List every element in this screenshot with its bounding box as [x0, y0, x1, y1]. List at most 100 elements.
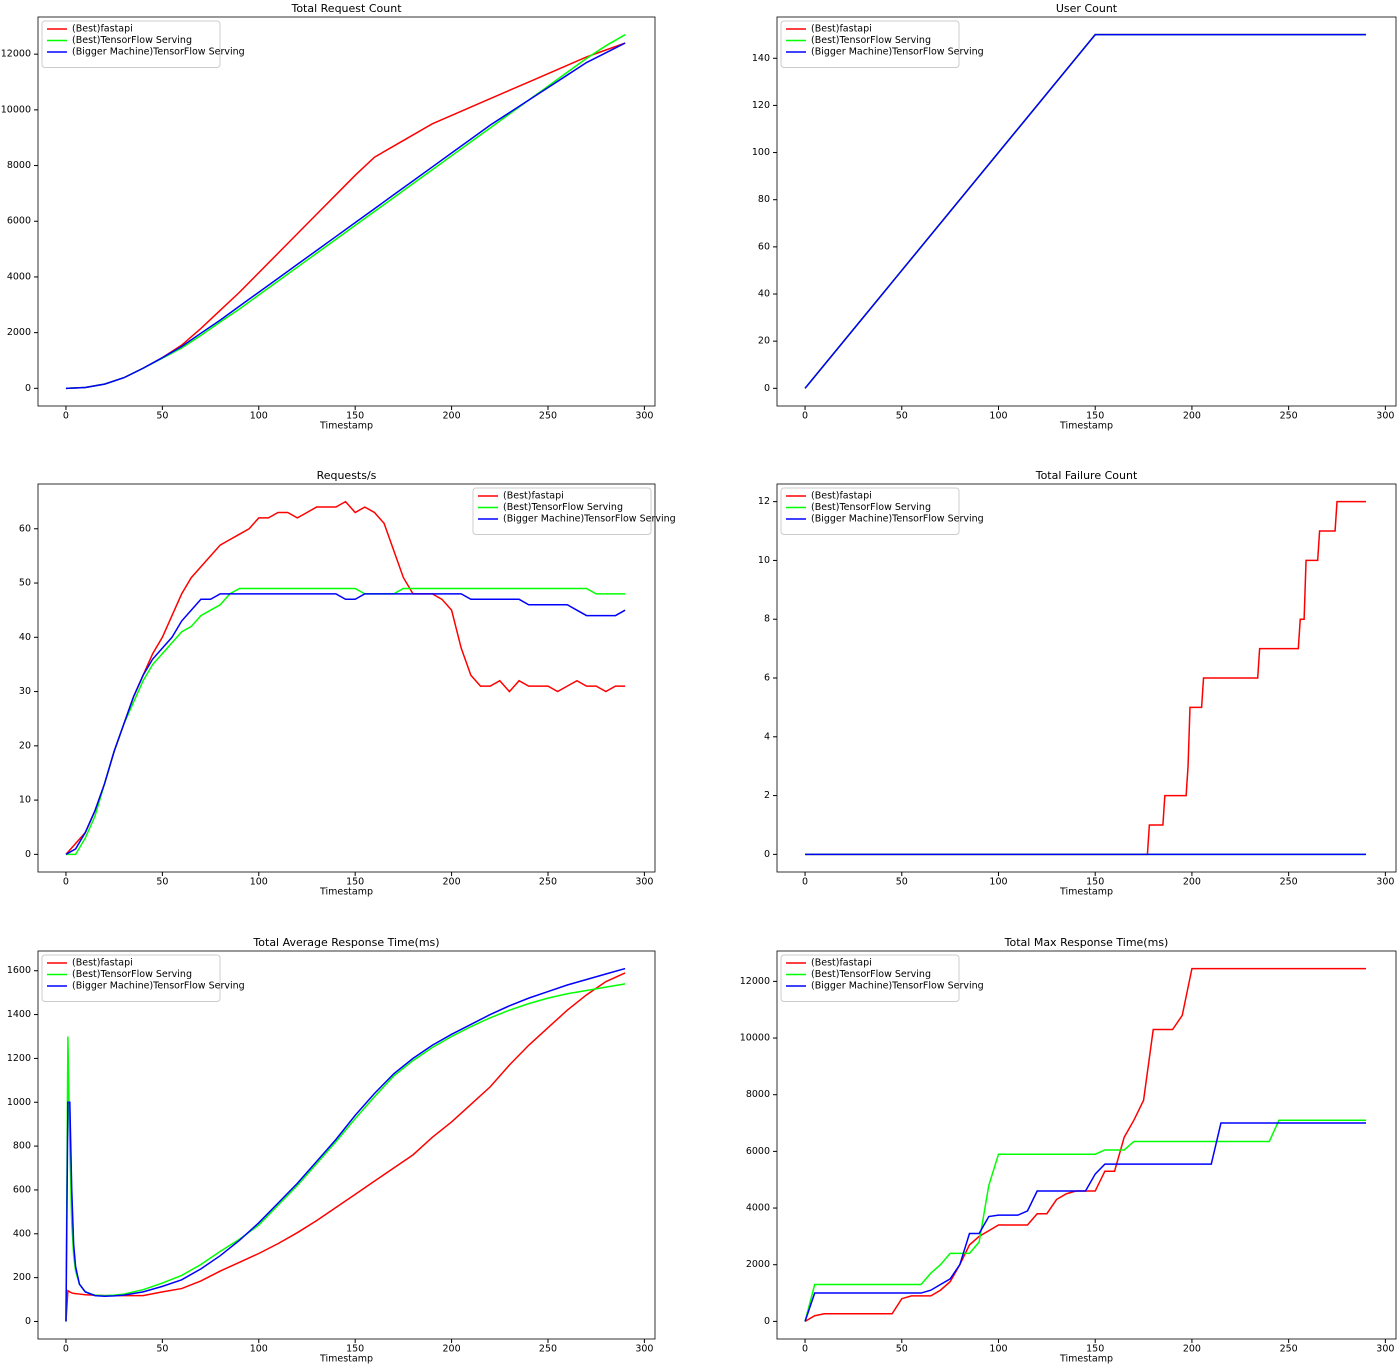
data-line: [65, 500, 626, 855]
y-tick-label: 0: [764, 383, 770, 394]
data-line: [804, 33, 1367, 389]
y-tick-label: 0: [764, 849, 770, 860]
legend-label: (Best)TensorFlow Serving: [72, 969, 192, 980]
plot-area: [804, 967, 1367, 1323]
subplot: Requests/s Timestamp 0 50 100 150 200 250 300 0 10…: [19, 469, 676, 898]
y-tick-label: 8: [764, 614, 770, 625]
plot-area: [65, 967, 626, 1322]
x-tick-label: 100: [989, 1344, 1007, 1355]
x-tick-label: 50: [156, 877, 168, 888]
data-line: [65, 42, 626, 390]
y-tick-label: 1400: [7, 1009, 31, 1020]
data-line: [804, 33, 1367, 389]
legend-label: (Best)fastapi: [811, 491, 872, 502]
x-tick-label: 300: [635, 877, 653, 888]
y-tick-label: 10: [758, 555, 770, 566]
y-tick-label: 20: [758, 336, 770, 347]
legend-label: (Best)TensorFlow Serving: [811, 969, 931, 980]
plot-area: [804, 33, 1367, 389]
legend: (Best)fastapi(Best)TensorFlow Serving(Bi…: [41, 954, 245, 1002]
data-line: [804, 1122, 1367, 1322]
data-line: [65, 34, 626, 390]
legend: (Best)fastapi(Best)TensorFlow Serving(Bi…: [780, 487, 984, 535]
y-tick-label: 2000: [7, 327, 31, 338]
data-line: [65, 972, 626, 1322]
plot-area: [65, 34, 626, 390]
plot-area: [65, 500, 626, 856]
x-tick-label: 200: [443, 1344, 461, 1355]
x-tick-label: 250: [539, 411, 557, 422]
x-axis-label: Timestamp: [319, 887, 373, 898]
x-tick-label: 150: [346, 877, 364, 888]
legend-label: (Best)fastapi: [811, 958, 872, 969]
y-tick-label: 12: [758, 496, 770, 507]
y-tick-label: 200: [13, 1272, 31, 1283]
y-tick-label: 120: [752, 100, 770, 111]
legend-label: (Bigger Machine)TensorFlow Serving: [811, 981, 984, 992]
data-line: [65, 593, 626, 856]
subplot: Total Max Response Time(ms) Timestamp 0 50 1…: [740, 936, 1397, 1365]
legend-box: [41, 954, 221, 1002]
legend-label: (Bigger Machine)TensorFlow Serving: [811, 47, 984, 58]
chart-title: Total Request Count: [290, 2, 402, 15]
y-tick-label: 0: [25, 849, 31, 860]
x-tick-label: 300: [1376, 877, 1394, 888]
data-line: [804, 967, 1367, 1323]
legend-box: [780, 20, 960, 68]
x-tick-label: 300: [1376, 411, 1394, 422]
y-tick-label: 10000: [1, 104, 31, 115]
x-tick-label: 0: [802, 1344, 808, 1355]
subplot: Total Average Response Time(ms) Timestamp…: [7, 936, 656, 1365]
legend-label: (Best)fastapi: [72, 958, 133, 969]
chart-title: Total Failure Count: [1035, 469, 1138, 482]
legend-box: [780, 487, 960, 535]
legend-label: (Best)fastapi: [811, 24, 872, 35]
y-tick-label: 6: [764, 673, 770, 684]
legend-label: (Bigger Machine)TensorFlow Serving: [72, 981, 245, 992]
x-axis-label: Timestamp: [319, 421, 373, 432]
x-tick-label: 150: [346, 411, 364, 422]
x-tick-label: 200: [1183, 877, 1201, 888]
legend-label: (Bigger Machine)TensorFlow Serving: [72, 47, 245, 58]
legend-label: (Best)TensorFlow Serving: [72, 35, 192, 46]
y-tick-label: 50: [19, 578, 31, 589]
chart-title: Requests/s: [317, 469, 377, 482]
y-tick-label: 30: [19, 686, 31, 697]
y-tick-label: 1000: [7, 1097, 31, 1108]
y-tick-label: 4000: [7, 271, 31, 282]
x-tick-label: 150: [1086, 1344, 1104, 1355]
x-tick-label: 150: [346, 1344, 364, 1355]
x-tick-label: 250: [539, 877, 557, 888]
x-tick-label: 250: [1280, 877, 1298, 888]
subplot: User Count Timestamp 0 50 100 150 200 250 300 0 20…: [752, 2, 1397, 432]
data-line: [65, 967, 626, 1322]
x-tick-label: 300: [635, 1344, 653, 1355]
data-line: [804, 33, 1367, 389]
legend: (Best)fastapi(Best)TensorFlow Serving(Bi…: [780, 954, 984, 1002]
x-tick-label: 0: [63, 877, 69, 888]
y-tick-label: 10000: [740, 1033, 770, 1044]
plot-area: [805, 500, 1367, 856]
y-tick-label: 0: [764, 1316, 770, 1327]
x-tick-label: 150: [1086, 411, 1104, 422]
y-tick-label: 0: [25, 383, 31, 394]
y-tick-label: 60: [19, 523, 31, 534]
y-tick-label: 10: [19, 795, 31, 806]
x-tick-label: 100: [250, 877, 268, 888]
y-tick-label: 20: [19, 740, 31, 751]
data-line: [804, 1119, 1367, 1322]
axes-frame: [776, 483, 1397, 873]
y-tick-label: 2: [764, 790, 770, 801]
legend: (Best)fastapi(Best)TensorFlow Serving(Bi…: [41, 20, 245, 68]
axes-frame: [37, 483, 656, 873]
x-tick-label: 200: [443, 411, 461, 422]
x-tick-label: 100: [250, 1344, 268, 1355]
axes-frame: [776, 950, 1397, 1340]
y-tick-label: 8000: [746, 1089, 770, 1100]
x-tick-label: 250: [1280, 1344, 1298, 1355]
x-tick-label: 50: [896, 877, 908, 888]
x-tick-label: 0: [802, 411, 808, 422]
y-tick-label: 12000: [1, 49, 31, 60]
x-tick-label: 200: [1183, 1344, 1201, 1355]
